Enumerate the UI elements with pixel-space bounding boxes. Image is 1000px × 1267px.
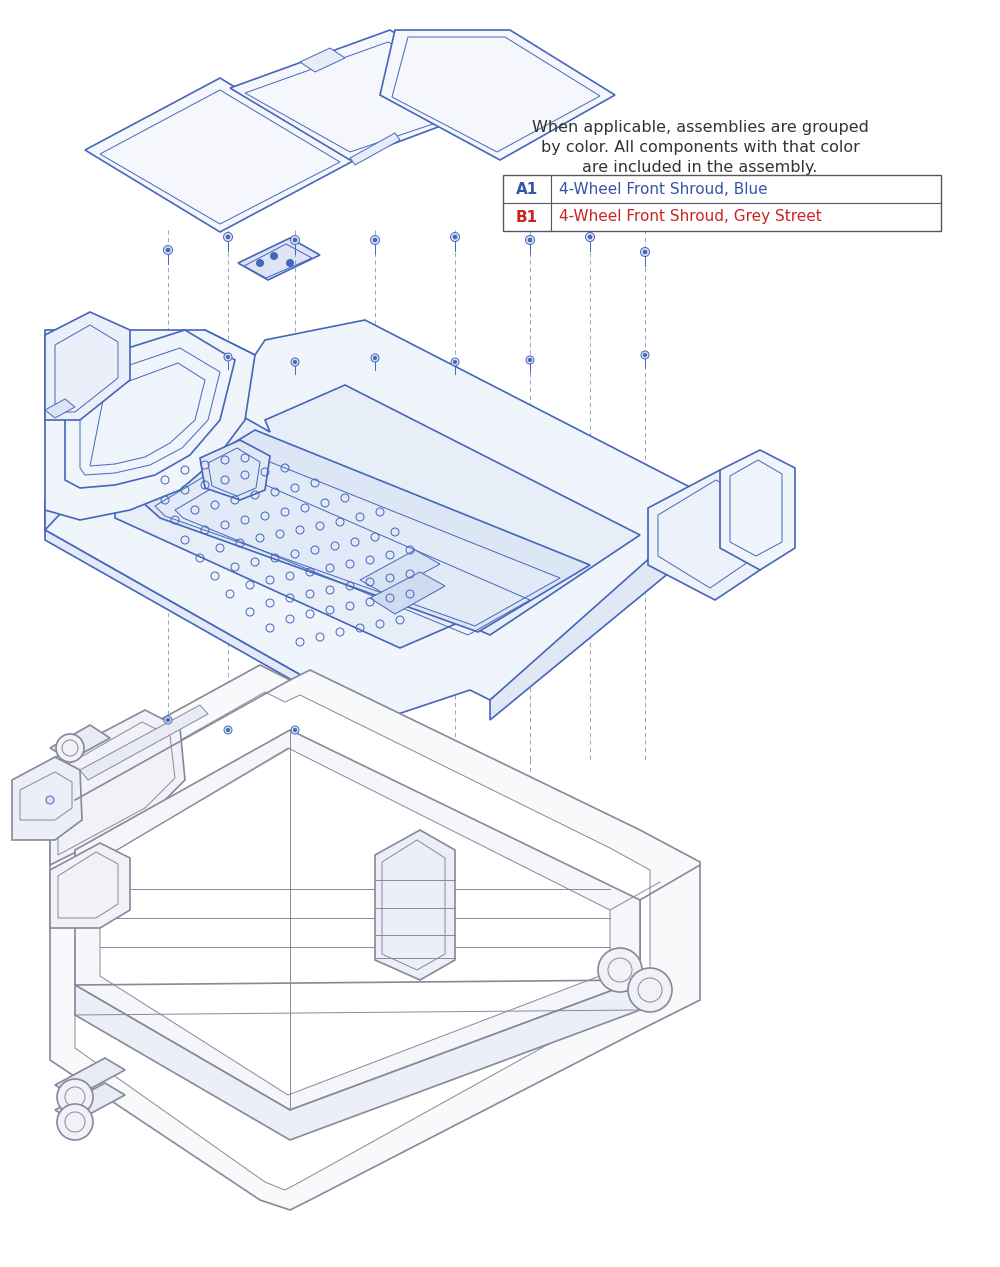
Polygon shape	[75, 979, 640, 1140]
Circle shape	[164, 716, 172, 723]
Circle shape	[453, 360, 457, 364]
Circle shape	[270, 252, 278, 260]
Polygon shape	[50, 725, 110, 760]
Circle shape	[291, 359, 299, 366]
Text: 4-Wheel Front Shroud, Grey Street: 4-Wheel Front Shroud, Grey Street	[559, 209, 822, 224]
Polygon shape	[200, 440, 270, 500]
Circle shape	[57, 1104, 93, 1140]
Text: When applicable, assemblies are grouped: When applicable, assemblies are grouped	[532, 120, 868, 136]
Circle shape	[588, 234, 592, 239]
Circle shape	[166, 718, 170, 722]
Polygon shape	[50, 665, 700, 1210]
Text: A1: A1	[516, 181, 538, 196]
Circle shape	[224, 353, 232, 361]
Circle shape	[643, 353, 647, 357]
Polygon shape	[65, 329, 235, 488]
Circle shape	[46, 796, 54, 805]
Polygon shape	[45, 399, 75, 418]
Polygon shape	[155, 452, 560, 626]
Circle shape	[453, 234, 457, 239]
Circle shape	[371, 353, 379, 362]
Polygon shape	[490, 500, 715, 720]
Polygon shape	[140, 430, 590, 632]
Text: are included in the assembly.: are included in the assembly.	[582, 160, 818, 175]
Circle shape	[164, 246, 173, 255]
Circle shape	[226, 729, 230, 732]
Polygon shape	[80, 704, 208, 780]
Polygon shape	[45, 329, 205, 530]
Circle shape	[528, 359, 532, 362]
Polygon shape	[55, 1058, 125, 1097]
Circle shape	[450, 233, 460, 242]
Circle shape	[290, 236, 300, 245]
Circle shape	[370, 236, 380, 245]
Polygon shape	[55, 1083, 125, 1123]
Circle shape	[224, 233, 232, 242]
Text: by color. All components with that color: by color. All components with that color	[541, 139, 859, 155]
Polygon shape	[350, 133, 400, 165]
Circle shape	[56, 734, 84, 761]
Polygon shape	[45, 329, 255, 519]
Circle shape	[293, 729, 297, 732]
Circle shape	[598, 948, 642, 992]
Circle shape	[226, 355, 230, 359]
Circle shape	[451, 359, 459, 366]
Polygon shape	[648, 470, 760, 601]
Circle shape	[57, 1079, 93, 1115]
Text: 4-Wheel Front Shroud, Blue: 4-Wheel Front Shroud, Blue	[559, 181, 768, 196]
Polygon shape	[45, 321, 715, 720]
Polygon shape	[375, 830, 455, 979]
Polygon shape	[12, 756, 82, 840]
Polygon shape	[75, 730, 640, 1110]
Text: B1: B1	[516, 209, 538, 224]
Polygon shape	[45, 500, 380, 730]
Polygon shape	[85, 79, 355, 232]
Polygon shape	[230, 30, 510, 160]
Polygon shape	[720, 450, 795, 570]
Circle shape	[628, 968, 672, 1012]
Polygon shape	[50, 843, 130, 927]
Circle shape	[586, 233, 594, 242]
Circle shape	[641, 351, 649, 359]
Circle shape	[291, 726, 299, 734]
Polygon shape	[75, 692, 650, 1190]
Circle shape	[226, 234, 230, 239]
Circle shape	[373, 238, 377, 242]
Bar	[503, 175, 941, 231]
Polygon shape	[380, 30, 615, 160]
Circle shape	[293, 238, 297, 242]
Circle shape	[293, 360, 297, 364]
Circle shape	[528, 238, 532, 242]
Circle shape	[373, 356, 377, 360]
Circle shape	[640, 247, 650, 256]
Polygon shape	[50, 710, 185, 865]
Polygon shape	[115, 385, 640, 647]
Circle shape	[526, 356, 534, 364]
Polygon shape	[100, 748, 610, 1095]
Polygon shape	[360, 550, 440, 594]
Circle shape	[526, 236, 534, 245]
Circle shape	[287, 260, 294, 266]
Circle shape	[256, 260, 264, 266]
Polygon shape	[300, 48, 345, 72]
Circle shape	[643, 250, 647, 253]
Polygon shape	[45, 312, 130, 419]
Polygon shape	[370, 571, 445, 614]
Circle shape	[166, 248, 170, 252]
Circle shape	[224, 726, 232, 734]
Polygon shape	[238, 238, 320, 280]
